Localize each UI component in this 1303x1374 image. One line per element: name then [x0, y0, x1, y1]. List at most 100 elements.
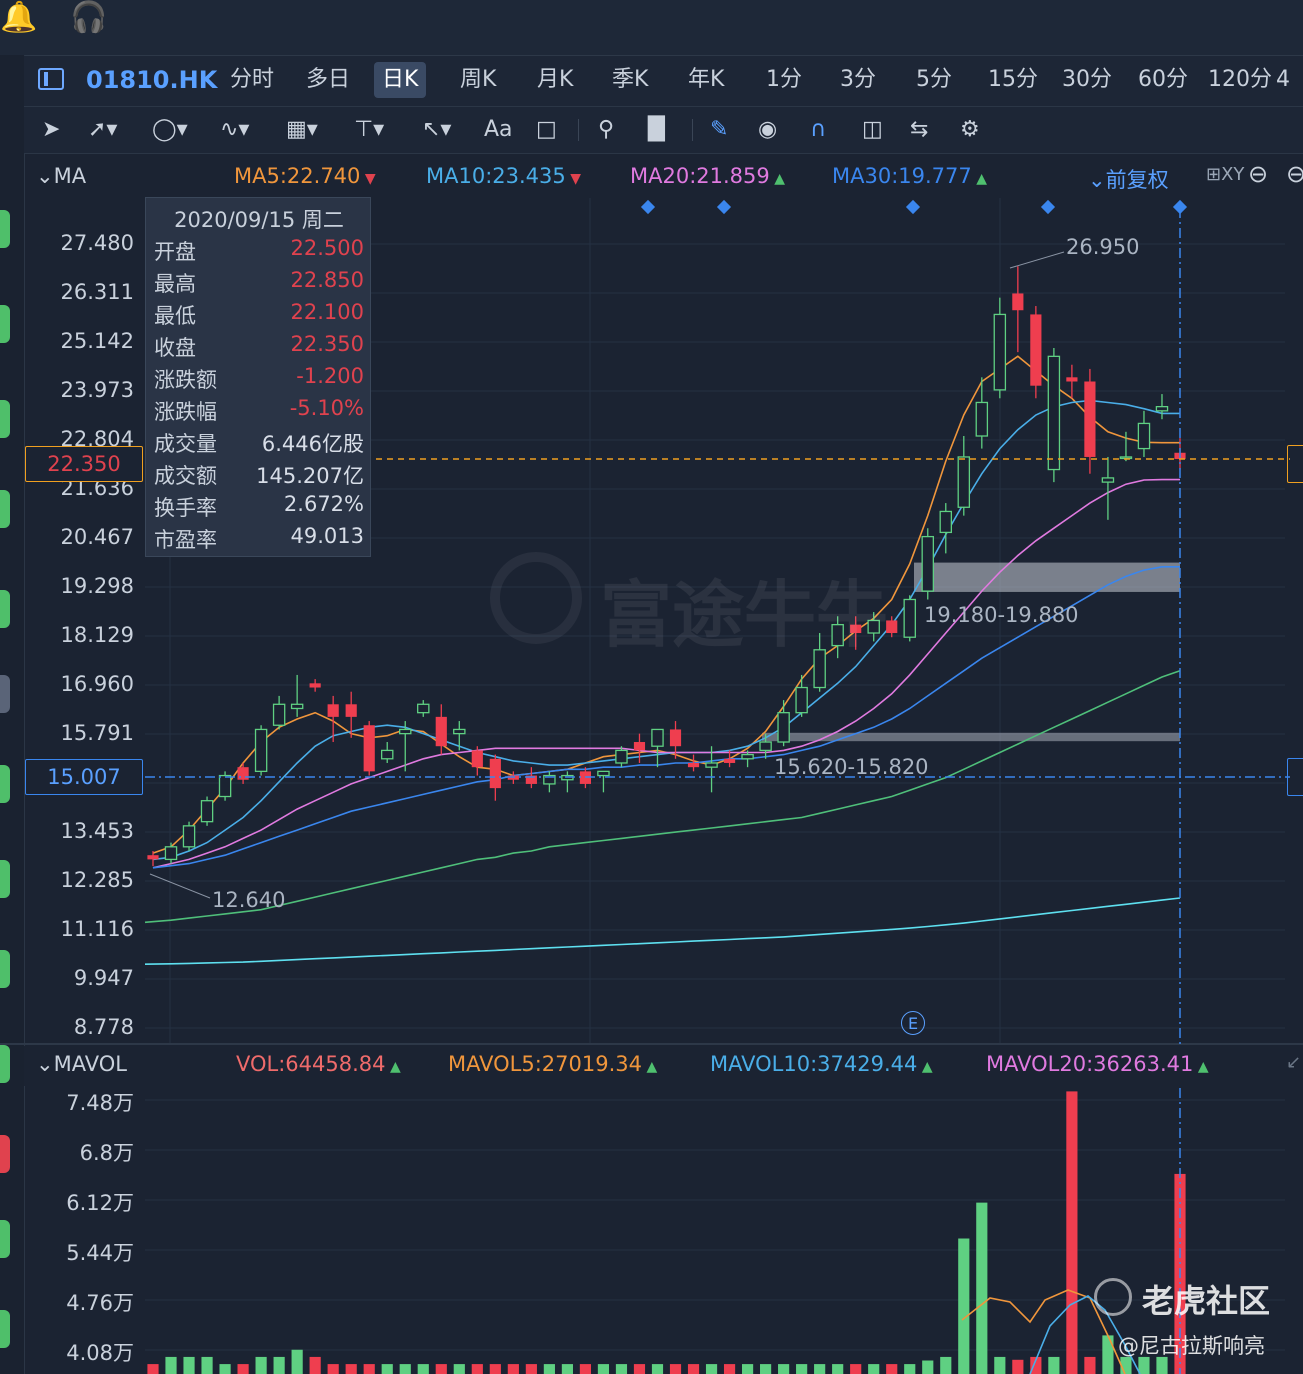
candle-body — [164, 846, 178, 861]
wave-icon[interactable]: ∿▾ — [220, 117, 250, 142]
tooltip-value: 49.013 — [290, 524, 364, 548]
toolbar-divider — [692, 119, 693, 141]
low-leader-line — [149, 873, 211, 899]
settings-icon[interactable]: ⚙ — [960, 117, 980, 142]
tab-daily-k[interactable]: 日K — [374, 62, 427, 98]
candle-body — [345, 704, 357, 717]
down-arrow-icon: ▼ — [565, 171, 581, 187]
polyline-icon[interactable]: ◯▾ — [152, 117, 188, 142]
volume-bar — [723, 1364, 736, 1374]
mavol-label: MAVOL — [53, 1052, 127, 1076]
tab-intraday[interactable]: 分时 — [230, 67, 275, 92]
tab-more[interactable]: 4 — [1276, 67, 1290, 92]
stock-symbol[interactable]: 01810.HK — [86, 66, 218, 94]
volume-bar — [615, 1364, 628, 1374]
text-icon[interactable]: Aa — [484, 117, 513, 142]
sidebar-indicator[interactable] — [0, 305, 10, 343]
tab-30min[interactable]: 30分 — [1062, 67, 1112, 92]
up-arrow-icon: ▲ — [1193, 1059, 1209, 1075]
trash-icon[interactable]: ◫ — [862, 117, 883, 142]
pen-icon[interactable]: ✎ — [710, 117, 729, 142]
trendline-icon[interactable]: ➚▾ — [88, 117, 118, 142]
collapse-icon[interactable]: ⊖ — [1248, 160, 1269, 188]
vol-value: VOL:64458.84 ▲ — [236, 1052, 401, 1076]
candle-body — [380, 749, 394, 760]
arrow-icon[interactable]: ↖▾ — [422, 117, 452, 142]
volume-bar — [1084, 1356, 1096, 1374]
bell-icon[interactable]: 🔔 — [0, 0, 38, 35]
volume-bar — [904, 1364, 916, 1374]
up-arrow-icon: ▲ — [917, 1059, 933, 1075]
headset-icon[interactable]: 🎧 — [70, 0, 108, 35]
mavol-indicator-toggle[interactable]: ⌄MAVOL — [36, 1052, 127, 1076]
sync-icon[interactable]: ⇆ — [910, 117, 929, 142]
eye-icon[interactable]: ◉ — [758, 117, 778, 142]
price-tick-label: 27.480 — [60, 231, 134, 255]
tab-60min[interactable]: 60分 — [1138, 67, 1188, 92]
price-tick-label: 23.973 — [60, 378, 134, 402]
resize-icon[interactable]: ↙ — [1286, 1052, 1302, 1073]
mavol10-value: MAVOL10:37429.44 ▲ — [710, 1052, 933, 1076]
collapse-icon[interactable]: ⊖ — [1286, 160, 1303, 188]
magnet-icon[interactable]: ∩ — [810, 117, 827, 142]
adjust-dropdown[interactable]: ⌄前复权 — [1088, 168, 1169, 192]
tab-1min[interactable]: 1分 — [766, 67, 802, 92]
tab-weekly-k[interactable]: 周K — [460, 67, 497, 92]
tab-multiday[interactable]: 多日 — [306, 67, 351, 92]
candle-body — [363, 725, 375, 772]
volume-tick-label: 4.08万 — [66, 1341, 134, 1365]
volume-tick-label: 4.76万 — [66, 1291, 134, 1315]
sidebar-indicator[interactable] — [0, 675, 10, 713]
tooltip-row: 最高 22.850 — [154, 268, 364, 300]
sidebar-indicator[interactable] — [0, 860, 10, 898]
ma-lines — [144, 355, 1181, 965]
tab-quarterly-k[interactable]: 季K — [612, 67, 649, 92]
vertical-line-icon[interactable]: ⊤▾ — [354, 117, 385, 142]
mavol10-line — [1029, 1295, 1141, 1374]
volume-bar — [651, 1364, 664, 1374]
sidebar-indicator[interactable] — [0, 1135, 10, 1173]
sidebar-indicator[interactable] — [0, 765, 10, 803]
candle-body — [903, 598, 916, 638]
volume-bars — [147, 1091, 1186, 1374]
volume-tick-label: 6.12万 — [66, 1191, 134, 1215]
tab-15min[interactable]: 15分 — [988, 67, 1038, 92]
zoom-icon[interactable]: ⚲ — [598, 117, 615, 142]
sidebar-indicator[interactable] — [0, 210, 10, 248]
volume-bar — [291, 1349, 303, 1374]
candle-body — [1119, 456, 1133, 460]
sidebar-indicator[interactable] — [0, 1220, 10, 1258]
ma-line-ma30 — [152, 565, 1180, 869]
tab-120min[interactable]: 120分 — [1208, 67, 1272, 92]
volume-bar — [687, 1364, 700, 1374]
ma-indicator-toggle[interactable]: ⌄MA — [36, 164, 87, 188]
sidebar-indicator[interactable] — [0, 1310, 10, 1348]
sidebar-indicator[interactable] — [0, 950, 10, 988]
cursor-icon[interactable]: ➤ — [42, 117, 61, 142]
volume-bar — [399, 1364, 411, 1374]
sidebar-indicator[interactable] — [0, 490, 10, 528]
panel-toggle-icon[interactable] — [38, 68, 64, 90]
tab-3min[interactable]: 3分 — [840, 67, 876, 92]
comment-icon[interactable]: □ — [536, 117, 557, 142]
volume-bar — [471, 1364, 483, 1374]
fib-icon[interactable]: ▦▾ — [286, 117, 318, 142]
sidebar-indicator[interactable] — [0, 590, 10, 628]
price-tick-label: 16.960 — [60, 672, 134, 696]
tooltip-key: 涨跌额 — [154, 368, 217, 392]
event-marker-icon[interactable]: E — [901, 1011, 925, 1035]
tab-5min[interactable]: 5分 — [916, 67, 952, 92]
tab-monthly-k[interactable]: 月K — [537, 67, 574, 92]
candle-body — [543, 774, 556, 785]
sidebar-indicator[interactable] — [0, 400, 10, 438]
volume-bar — [940, 1356, 952, 1374]
xy-scale-icon[interactable]: ⊞XY — [1206, 164, 1245, 185]
sidebar-indicator[interactable] — [0, 1045, 10, 1083]
horizontal-line-price-tag[interactable]: 15.007 — [25, 759, 143, 795]
indicator-icon[interactable]: █ — [648, 117, 665, 142]
event-diamond-icon — [905, 199, 921, 215]
mavol5-line — [961, 1289, 1126, 1374]
volume-bar — [273, 1356, 285, 1374]
tooltip-value: 6.446亿股 — [261, 432, 364, 456]
tab-yearly-k[interactable]: 年K — [688, 67, 725, 92]
